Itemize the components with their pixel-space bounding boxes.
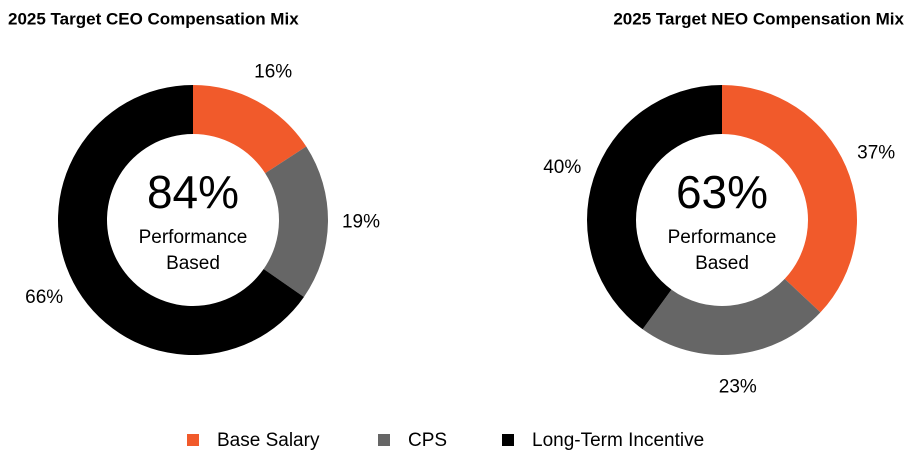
legend-label: Long-Term Incentive [532,430,704,451]
donut-segment [642,278,821,355]
center-value: 84% [147,166,239,218]
donut-segment [263,146,328,297]
center-label: Performance Based [668,227,777,274]
data-label: 16% [254,61,292,82]
legend-swatch [502,434,514,446]
legend-swatch [187,434,199,446]
chart-title: 2025 Target NEO Compensation Mix [613,9,904,28]
legend-label: CPS [408,430,447,451]
center-value: 63% [676,166,768,218]
donut-segment [57,85,304,355]
data-label: 19% [342,212,380,233]
data-label: 66% [25,287,63,308]
legend-label: Base Salary [217,430,320,451]
center-label: Performance Based [139,227,248,274]
donut-segment [722,85,857,313]
donut-segment [587,85,722,330]
legend-swatch [378,434,390,446]
data-label: 23% [719,376,757,397]
donut-segment [193,85,307,174]
chart-title: 2025 Target CEO Compensation Mix [8,9,299,28]
data-label: 40% [543,157,581,178]
data-label: 37% [857,142,895,163]
